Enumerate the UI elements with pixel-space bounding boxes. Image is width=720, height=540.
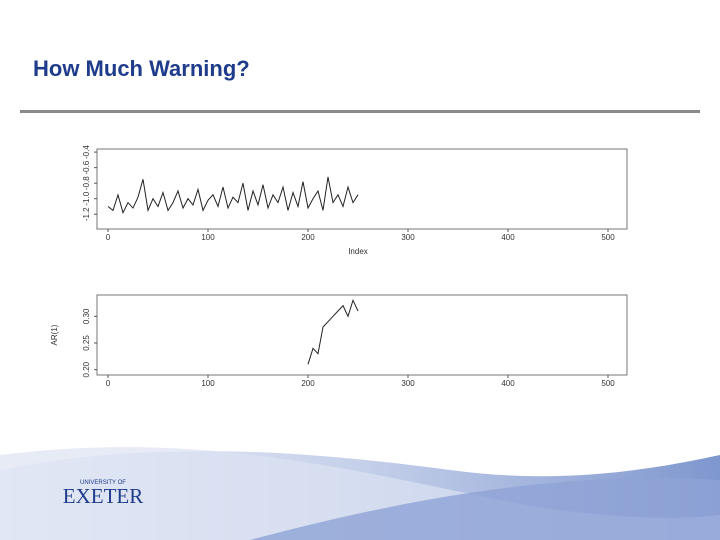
y-tick-label: -1.0 [82,191,91,205]
y-tick-label: 0.25 [82,335,91,351]
logo-main: EXETER [63,484,143,508]
slide-title: How Much Warning? [33,56,250,81]
plot-box [96,148,628,230]
x-axis-label: Index [348,247,368,256]
x-tick-label: 300 [401,233,415,242]
footer-wave [250,478,720,540]
x-tick-label: 500 [601,379,615,388]
x-tick-label: 0 [106,233,111,242]
y-tick-label: -1.2 [82,207,91,221]
y-axis-label: AR(1) [50,324,59,345]
x-tick-label: 0 [106,379,111,388]
x-tick-label: 200 [301,233,315,242]
logo-top: UNIVERSITY OF [80,480,126,486]
y-tick-label: -0.8 [82,176,91,190]
x-tick-label: 400 [501,233,515,242]
x-tick-label: 200 [301,379,315,388]
y-tick-label: 0.20 [82,361,91,377]
y-tick-label: -0.4 [82,145,91,159]
x-tick-label: 100 [201,379,215,388]
plots: 0 100 200 300 400 500 -1.2 -1.0-0.8 -0.6-0.4 Inde… [50,145,628,388]
title-rule [20,110,700,113]
x-tick-label: 500 [601,233,615,242]
data-line [307,298,359,365]
data-line [107,176,359,215]
y-tick-label: 0.30 [82,308,91,324]
x-tick-label: 400 [501,379,515,388]
x-tick-label: 100 [201,233,215,242]
plot-box [96,294,628,376]
y-tick-label: -0.6 [82,160,91,174]
x-tick-label: 300 [401,379,415,388]
